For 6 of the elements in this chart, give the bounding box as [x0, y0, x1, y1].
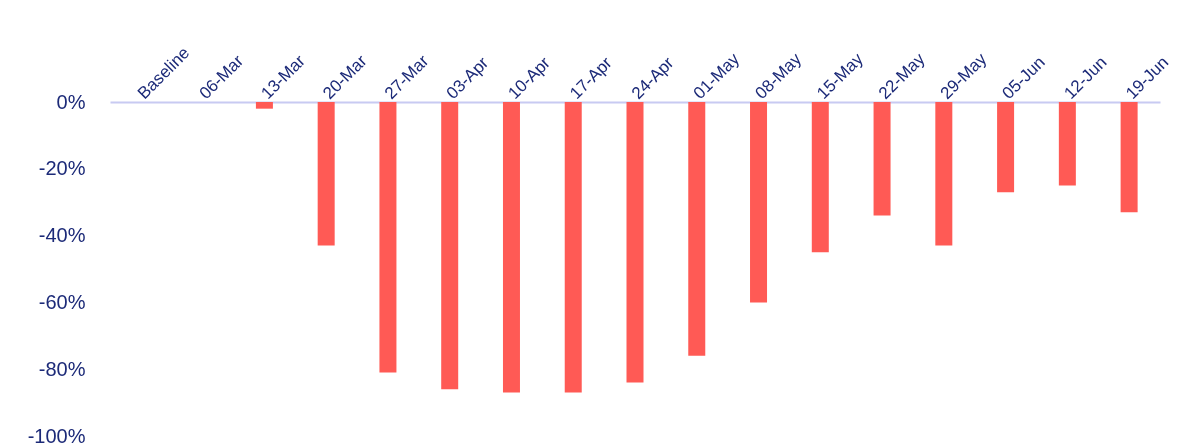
y-tick-label: -20% — [38, 157, 86, 180]
y-tick-label: -40% — [38, 224, 86, 247]
y-tick-label: -60% — [38, 290, 86, 313]
y-tick-label: 0% — [56, 90, 86, 113]
y-tick-label: -80% — [38, 357, 86, 380]
y-tick-label: -100% — [27, 424, 86, 447]
